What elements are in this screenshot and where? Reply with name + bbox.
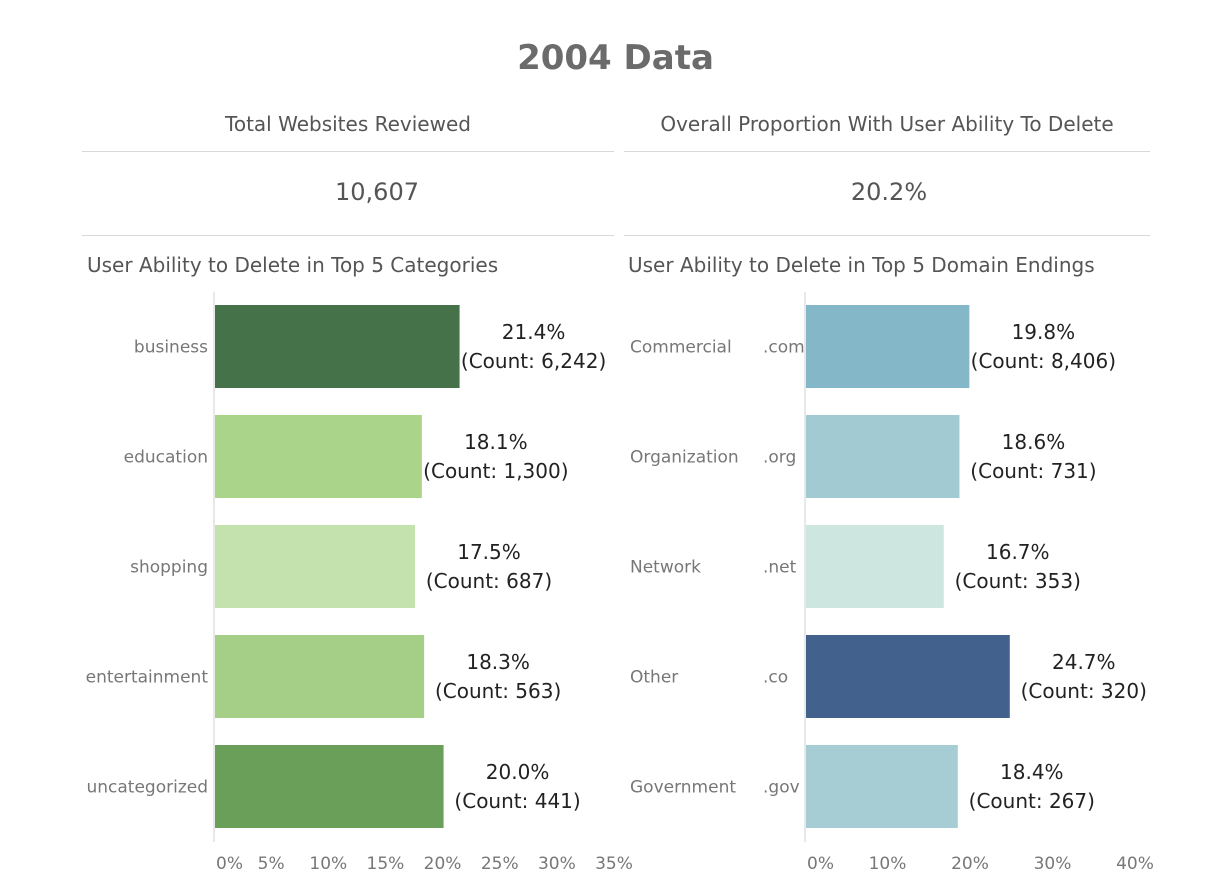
- domain-category-label: .net: [763, 558, 797, 578]
- overall-proportion-value: 20.2%: [850, 178, 928, 206]
- category-bar: [215, 305, 460, 388]
- domain-tick-label: 10%: [869, 854, 907, 874]
- categories-chart-title: User Ability to Delete in Top 5 Categori…: [87, 253, 499, 277]
- kpi-divider-top-right: [624, 151, 1150, 152]
- domains-chart-title: User Ability to Delete in Top 5 Domain E…: [628, 253, 1095, 277]
- kpi-divider-bottom-left: [82, 235, 614, 236]
- domain-count-label: (Count: 267): [969, 789, 1095, 813]
- domain-category-label: .co: [763, 668, 788, 688]
- domain-bar: [806, 415, 960, 498]
- domain-value-label: 16.7%: [986, 540, 1050, 564]
- category-bar: [215, 525, 415, 608]
- category-count-label: (Count: 441): [454, 789, 580, 813]
- domain-tick-label: 30%: [1034, 854, 1072, 874]
- category-value-label: 20.0%: [486, 760, 550, 784]
- category-count-label: (Count: 563): [435, 679, 561, 703]
- category-tick-label: 35%: [595, 854, 633, 874]
- domain-group-label: Government: [630, 778, 736, 798]
- domain-category-label: .com: [763, 338, 805, 358]
- category-value-label: 21.4%: [502, 320, 566, 344]
- domain-count-label: (Count: 731): [970, 459, 1096, 483]
- domain-bar: [806, 305, 970, 388]
- domain-group-label: Commercial: [630, 338, 732, 358]
- domain-category-label: .gov: [763, 778, 800, 798]
- domain-value-label: 18.6%: [1002, 430, 1066, 454]
- category-count-label: (Count: 6,242): [461, 349, 606, 373]
- category-value-label: 17.5%: [457, 540, 521, 564]
- domain-group-label: Other: [630, 668, 678, 688]
- category-tick-label: 10%: [309, 854, 347, 874]
- domain-bar: [806, 525, 944, 608]
- category-tick-label: 20%: [424, 854, 462, 874]
- overall-proportion-label: Overall Proportion With User Ability To …: [660, 112, 1114, 136]
- category-bar: [215, 415, 422, 498]
- domain-value-label: 19.8%: [1012, 320, 1076, 344]
- total-websites-label: Total Websites Reviewed: [225, 112, 471, 136]
- category-count-label: (Count: 687): [426, 569, 552, 593]
- category-category-label: entertainment: [86, 668, 209, 688]
- category-bar: [215, 635, 425, 718]
- domain-group-label: Organization: [630, 448, 739, 468]
- category-tick-label: 15%: [367, 854, 405, 874]
- category-category-label: shopping: [130, 558, 208, 578]
- kpi-divider-bottom-right: [624, 235, 1150, 236]
- domain-category-label: .org: [763, 448, 796, 468]
- domain-bar: [806, 745, 958, 828]
- domain-tick-label: 0%: [807, 854, 834, 874]
- category-tick-label: 30%: [538, 854, 576, 874]
- dashboard-title: 2004 Data: [517, 38, 714, 78]
- domain-value-label: 24.7%: [1052, 650, 1116, 674]
- domain-count-label: (Count: 8,406): [971, 349, 1116, 373]
- category-tick-label: 5%: [258, 854, 285, 874]
- domain-tick-label: 40%: [1116, 854, 1154, 874]
- category-tick-label: 25%: [481, 854, 519, 874]
- total-websites-value: 10,607: [335, 178, 419, 206]
- category-bar: [215, 745, 444, 828]
- domain-count-label: (Count: 320): [1021, 679, 1147, 703]
- category-category-label: uncategorized: [86, 778, 208, 798]
- category-category-label: education: [124, 448, 208, 468]
- category-tick-label: 0%: [216, 854, 243, 874]
- kpi-divider-top-left: [82, 151, 614, 152]
- domain-tick-label: 20%: [951, 854, 989, 874]
- domain-value-label: 18.4%: [1000, 760, 1064, 784]
- category-value-label: 18.3%: [466, 650, 530, 674]
- domain-count-label: (Count: 353): [955, 569, 1081, 593]
- domain-bar: [806, 635, 1010, 718]
- category-count-label: (Count: 1,300): [423, 459, 568, 483]
- category-category-label: business: [134, 338, 208, 358]
- domain-group-label: Network: [630, 558, 701, 578]
- category-value-label: 18.1%: [464, 430, 528, 454]
